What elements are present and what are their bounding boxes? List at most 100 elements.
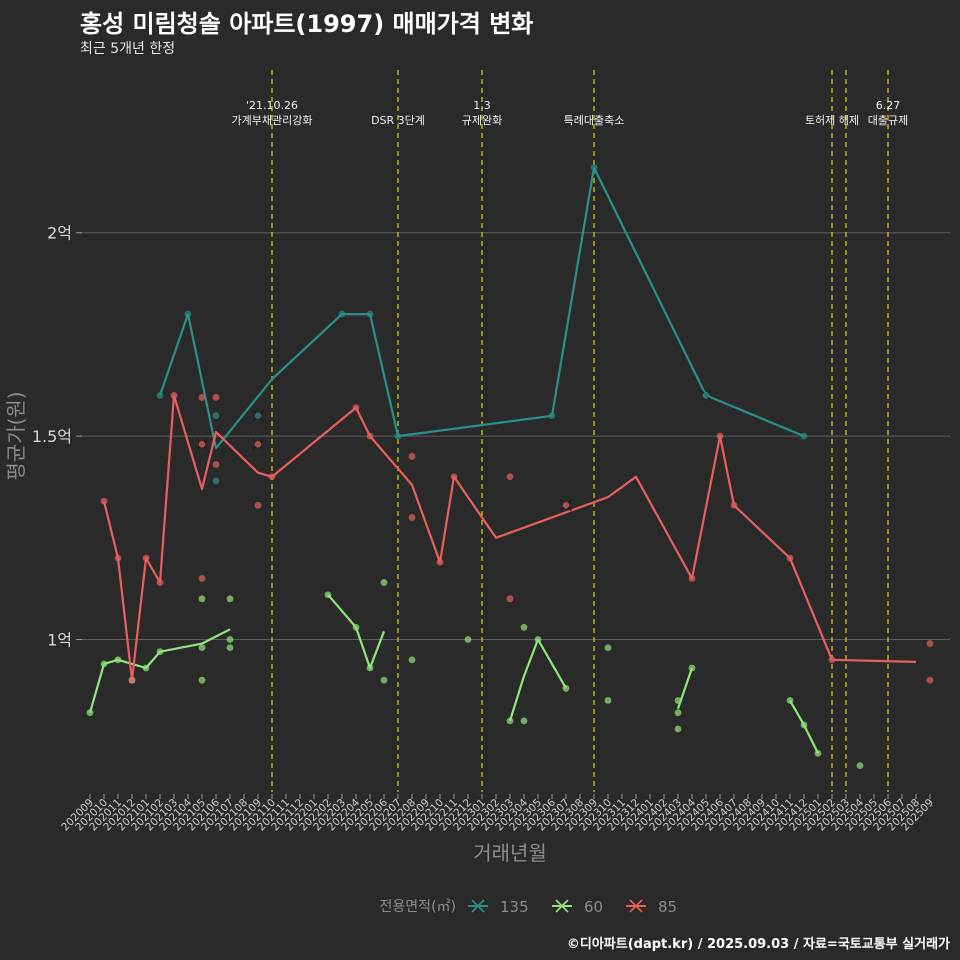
series-60-point — [380, 579, 388, 586]
series-85-point — [562, 502, 570, 509]
series-60-line — [327, 593, 386, 670]
y-tick-label: 1.5억 — [32, 427, 72, 446]
legend-key-cross — [555, 899, 569, 913]
series-85-point — [212, 394, 220, 401]
series-135-point — [156, 392, 164, 399]
series-60-point — [674, 697, 682, 704]
series-85-point — [352, 404, 360, 412]
series-135-point — [338, 310, 346, 318]
series-60-point — [114, 656, 122, 664]
series-85-cross-marker — [195, 438, 209, 451]
axes: 1억1.5억2억평균가(원)20200920201020201120201220… — [4, 224, 936, 865]
series-60-point — [408, 656, 416, 664]
chart-subtitle: 최근 5개년 한정 — [80, 41, 176, 57]
event-label: 토허제 해제 — [805, 113, 859, 127]
series-135-point — [366, 310, 374, 318]
event-label: 1.3 — [473, 99, 491, 112]
series-60-point — [380, 676, 388, 684]
series-135-point — [212, 477, 220, 485]
legend-item-60: 60 — [552, 898, 603, 916]
series-85-point — [100, 497, 108, 505]
series-60-point — [674, 709, 682, 717]
series-60-point — [156, 648, 164, 656]
event-label: DSR 3단계 — [371, 114, 425, 127]
series-85-point — [730, 501, 738, 509]
series-85-point — [828, 656, 836, 664]
legend-key-cross — [471, 899, 485, 913]
series-135-point — [548, 412, 556, 420]
legend: 전용면적(㎡) 135 60 85 — [380, 898, 678, 916]
series-60-point — [142, 664, 150, 672]
series-60-point — [506, 717, 514, 725]
series-lines — [88, 166, 917, 754]
series-85-point — [198, 441, 206, 448]
series-85-point — [142, 554, 150, 562]
series-85-cross-marker — [559, 499, 573, 512]
legend-item-135: 135 — [468, 898, 529, 916]
series-85-point — [688, 575, 696, 582]
y-tick-label: 2억 — [47, 224, 72, 243]
series-60-point — [226, 595, 234, 603]
series-85-point — [170, 392, 178, 399]
series-60-point — [534, 636, 542, 643]
series-85-point — [198, 575, 206, 582]
series-60-point — [520, 717, 528, 725]
series-135-cross-marker — [251, 409, 265, 422]
series-60-point — [520, 623, 528, 631]
grid — [80, 232, 950, 640]
series-85-point — [786, 554, 794, 562]
series-85-point — [254, 501, 262, 509]
series-85-cross-marker — [251, 438, 265, 451]
series-60-point — [198, 595, 206, 603]
series-60-point — [674, 725, 682, 733]
series-60-point — [226, 644, 234, 652]
series-60-point — [226, 636, 234, 643]
legend-key-cross — [629, 899, 643, 913]
series-60-line — [508, 638, 567, 722]
series-85-point — [408, 453, 416, 460]
series-85-point — [926, 676, 934, 684]
series-85-point — [212, 461, 220, 468]
series-135-point — [212, 412, 220, 420]
series-85-point — [408, 514, 416, 521]
series-85-point — [716, 432, 724, 440]
legend-title: 전용면적(㎡) — [380, 899, 456, 915]
y-tick-label: 1억 — [47, 630, 72, 649]
series-85-point — [198, 394, 206, 401]
data-points — [86, 164, 934, 769]
series-60-point — [100, 660, 108, 668]
series-85-point — [366, 432, 374, 440]
series-60-point — [786, 697, 794, 704]
series-85-point — [254, 441, 262, 448]
series-135-point — [394, 432, 402, 440]
series-60-point — [562, 684, 570, 692]
series-85-point — [926, 640, 934, 647]
series-135-point — [702, 392, 710, 399]
series-85-line — [102, 394, 917, 682]
series-60-point — [604, 644, 612, 652]
series-135-point — [184, 310, 192, 318]
legend-label: 85 — [658, 898, 677, 916]
series-60-point — [198, 676, 206, 684]
series-85-point — [506, 473, 514, 481]
source-caption: ©디아파트(dapt.kr) / 2025.09.03 / 자료=국토교통부 실… — [566, 937, 950, 952]
legend-label: 60 — [584, 898, 603, 916]
series-60-point — [86, 709, 94, 717]
y-axis-title: 평균가(원) — [4, 391, 28, 480]
event-label: 대출규제 — [868, 114, 908, 127]
event-label: 특례대출축소 — [564, 114, 625, 127]
event-label: 가계부채관리강화 — [232, 114, 313, 127]
series-60-point — [604, 697, 612, 704]
x-axis-title: 거래년월 — [473, 841, 547, 865]
series-85-point — [156, 579, 164, 586]
series-60-point — [688, 664, 696, 672]
series-60-point — [464, 636, 472, 643]
series-85-point — [128, 676, 136, 684]
series-60-point — [814, 749, 822, 757]
series-135-point — [590, 164, 598, 172]
series-60-point — [324, 591, 332, 599]
series-85-point — [450, 473, 458, 481]
legend-item-85: 85 — [626, 898, 677, 916]
series-85-point — [268, 473, 276, 481]
